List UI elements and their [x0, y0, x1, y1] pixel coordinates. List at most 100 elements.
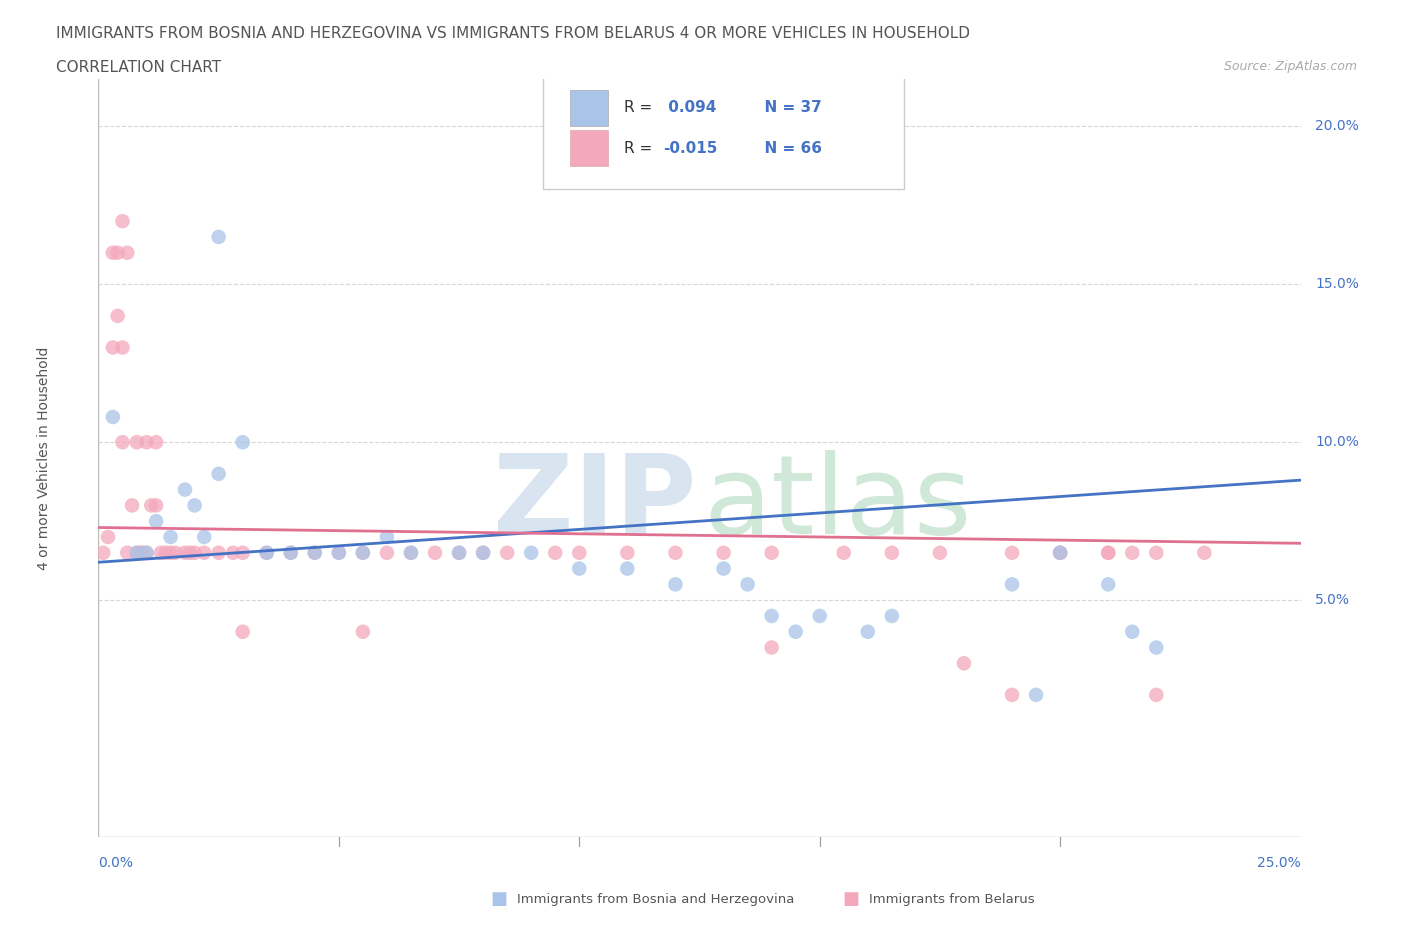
Point — [1097, 545, 1119, 560]
Point — [328, 545, 350, 560]
Point — [328, 545, 350, 560]
Point — [145, 513, 167, 528]
Text: Immigrants from Bosnia and Herzegovina: Immigrants from Bosnia and Herzegovina — [517, 893, 794, 906]
Point — [179, 545, 201, 560]
Point — [1121, 624, 1143, 639]
Point — [520, 545, 543, 560]
Point — [953, 656, 976, 671]
Point — [304, 545, 326, 560]
Point — [135, 545, 157, 560]
Bar — [569, 89, 609, 126]
Point — [256, 545, 278, 560]
Point — [1001, 577, 1024, 591]
Text: 0.094: 0.094 — [664, 100, 717, 115]
Text: ■: ■ — [491, 890, 508, 909]
Point — [713, 545, 735, 560]
Point — [232, 624, 254, 639]
Point — [280, 545, 302, 560]
Text: Source: ZipAtlas.com: Source: ZipAtlas.com — [1223, 60, 1357, 73]
Point — [193, 545, 215, 560]
Text: 15.0%: 15.0% — [1315, 277, 1358, 291]
Point — [1001, 545, 1024, 560]
Text: ZIP: ZIP — [492, 450, 696, 557]
Point — [447, 545, 470, 560]
Point — [145, 435, 167, 450]
Point — [145, 498, 167, 512]
Point — [832, 545, 855, 560]
Point — [616, 545, 638, 560]
Point — [222, 545, 245, 560]
Point — [375, 545, 398, 560]
Point — [1025, 687, 1047, 702]
Point — [423, 545, 446, 560]
Point — [125, 435, 148, 450]
Point — [111, 435, 134, 450]
Point — [208, 545, 231, 560]
Text: -0.015: -0.015 — [664, 140, 718, 155]
Point — [135, 435, 157, 450]
Point — [856, 624, 879, 639]
Point — [131, 545, 153, 560]
Text: Immigrants from Belarus: Immigrants from Belarus — [869, 893, 1035, 906]
Point — [352, 545, 374, 560]
Point — [737, 577, 759, 591]
Point — [544, 545, 567, 560]
Point — [472, 545, 495, 560]
Point — [111, 340, 134, 355]
Bar — [569, 130, 609, 166]
Point — [107, 246, 129, 260]
Point — [399, 545, 422, 560]
Point — [183, 545, 205, 560]
Point — [304, 545, 326, 560]
Point — [1049, 545, 1071, 560]
Text: 25.0%: 25.0% — [1257, 856, 1301, 870]
Point — [1194, 545, 1216, 560]
Point — [1049, 545, 1071, 560]
Point — [135, 545, 157, 560]
Point — [713, 561, 735, 576]
Point — [785, 624, 807, 639]
Point — [1144, 687, 1167, 702]
Text: ■: ■ — [842, 890, 859, 909]
Text: 5.0%: 5.0% — [1315, 593, 1350, 607]
Point — [664, 545, 686, 560]
Point — [141, 498, 163, 512]
Text: IMMIGRANTS FROM BOSNIA AND HERZEGOVINA VS IMMIGRANTS FROM BELARUS 4 OR MORE VEHI: IMMIGRANTS FROM BOSNIA AND HERZEGOVINA V… — [56, 26, 970, 41]
Point — [232, 435, 254, 450]
Point — [568, 561, 591, 576]
Text: N = 37: N = 37 — [754, 100, 821, 115]
Point — [280, 545, 302, 560]
Point — [125, 545, 148, 560]
Point — [174, 545, 197, 560]
Point — [107, 309, 129, 324]
Point — [125, 545, 148, 560]
Point — [664, 577, 686, 591]
Point — [808, 608, 831, 623]
Point — [117, 545, 139, 560]
Point — [496, 545, 519, 560]
Point — [880, 545, 903, 560]
Point — [121, 498, 143, 512]
Point — [101, 246, 124, 260]
Point — [880, 608, 903, 623]
Text: 10.0%: 10.0% — [1315, 435, 1358, 449]
Text: 4 or more Vehicles in Household: 4 or more Vehicles in Household — [38, 346, 52, 570]
Point — [616, 561, 638, 576]
Point — [568, 545, 591, 560]
Point — [97, 529, 120, 544]
FancyBboxPatch shape — [543, 75, 904, 189]
Point — [159, 529, 181, 544]
Point — [1121, 545, 1143, 560]
Point — [183, 498, 205, 512]
Point — [1144, 640, 1167, 655]
Point — [232, 545, 254, 560]
Point — [131, 545, 153, 560]
Point — [761, 608, 783, 623]
Point — [375, 529, 398, 544]
Point — [101, 340, 124, 355]
Point — [1144, 545, 1167, 560]
Point — [111, 214, 134, 229]
Point — [159, 545, 181, 560]
Point — [1097, 577, 1119, 591]
Point — [761, 545, 783, 560]
